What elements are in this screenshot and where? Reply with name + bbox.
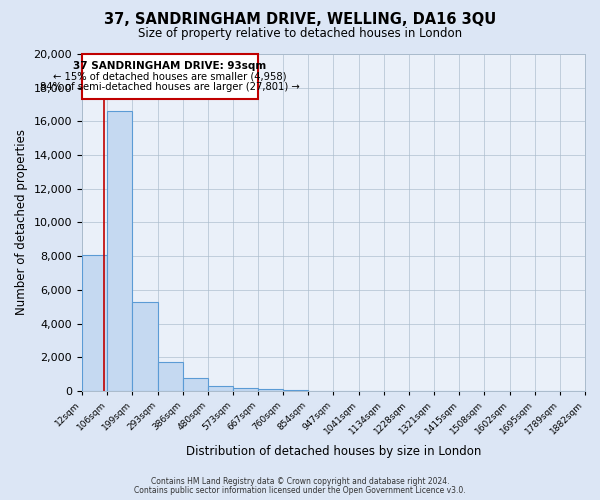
Bar	[233, 388, 258, 391]
Text: Size of property relative to detached houses in London: Size of property relative to detached ho…	[138, 28, 462, 40]
Bar	[208, 386, 233, 391]
Text: 84% of semi-detached houses are larger (27,801) →: 84% of semi-detached houses are larger (…	[40, 82, 300, 92]
X-axis label: Distribution of detached houses by size in London: Distribution of detached houses by size …	[186, 444, 481, 458]
Text: ← 15% of detached houses are smaller (4,958): ← 15% of detached houses are smaller (4,…	[53, 72, 287, 82]
Bar	[82, 254, 107, 391]
Text: Contains public sector information licensed under the Open Government Licence v3: Contains public sector information licen…	[134, 486, 466, 495]
Bar	[82, 54, 258, 100]
Bar	[258, 390, 283, 391]
Text: 37 SANDRINGHAM DRIVE: 93sqm: 37 SANDRINGHAM DRIVE: 93sqm	[73, 60, 266, 70]
Bar	[158, 362, 182, 391]
Bar	[132, 302, 158, 391]
Y-axis label: Number of detached properties: Number of detached properties	[15, 130, 28, 316]
Bar	[182, 378, 208, 391]
Bar	[107, 112, 132, 391]
Text: 37, SANDRINGHAM DRIVE, WELLING, DA16 3QU: 37, SANDRINGHAM DRIVE, WELLING, DA16 3QU	[104, 12, 496, 28]
Text: Contains HM Land Registry data © Crown copyright and database right 2024.: Contains HM Land Registry data © Crown c…	[151, 477, 449, 486]
Bar	[283, 390, 308, 391]
